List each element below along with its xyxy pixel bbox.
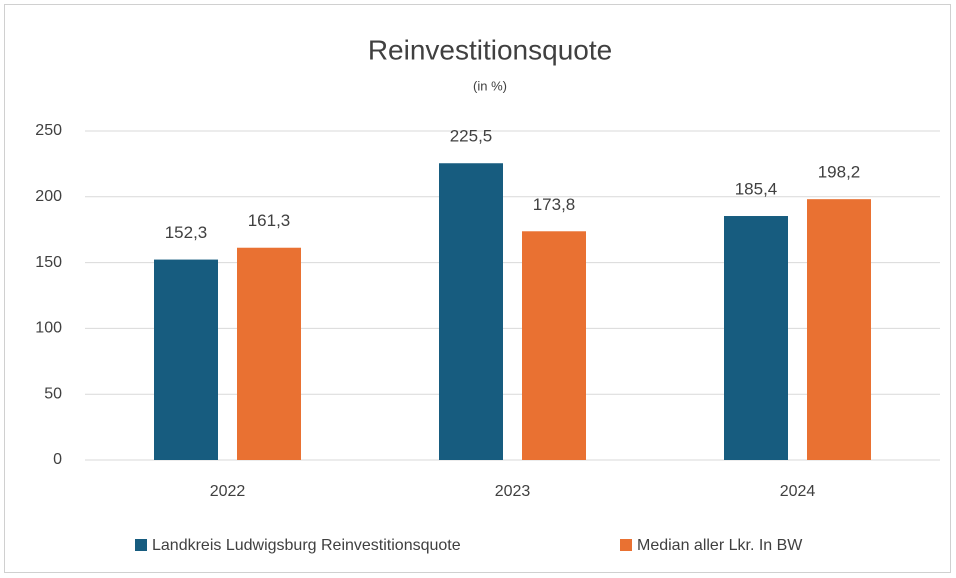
y-tick-label: 250 (35, 122, 62, 139)
data-label: 225,5 (450, 127, 493, 146)
data-label: 173,8 (533, 195, 576, 214)
y-tick-label: 100 (35, 320, 62, 337)
chart-subtitle: (in %) (473, 78, 507, 93)
legend-swatch (620, 539, 632, 551)
x-tick-label: 2023 (495, 483, 531, 500)
data-label: 161,3 (248, 211, 291, 230)
legend-swatch (135, 539, 147, 551)
bar (439, 163, 503, 460)
bar (522, 231, 586, 460)
y-tick-label: 200 (35, 188, 62, 205)
bar (154, 259, 218, 460)
legend-label: Landkreis Ludwigsburg Reinvestitionsquot… (152, 537, 461, 554)
y-tick-label: 50 (44, 385, 62, 402)
bar (724, 216, 788, 460)
x-tick-label: 2022 (210, 483, 246, 500)
y-tick-label: 150 (35, 254, 62, 271)
data-label: 185,4 (735, 179, 778, 198)
legend-label: Median aller Lkr. In BW (637, 537, 803, 554)
x-tick-label: 2024 (780, 483, 816, 500)
bar (807, 199, 871, 460)
bar (237, 247, 301, 460)
data-label: 152,3 (165, 223, 208, 242)
y-tick-label: 0 (53, 451, 62, 468)
chart-title: Reinvestitionsquote (368, 34, 612, 65)
data-label: 198,2 (818, 163, 861, 182)
